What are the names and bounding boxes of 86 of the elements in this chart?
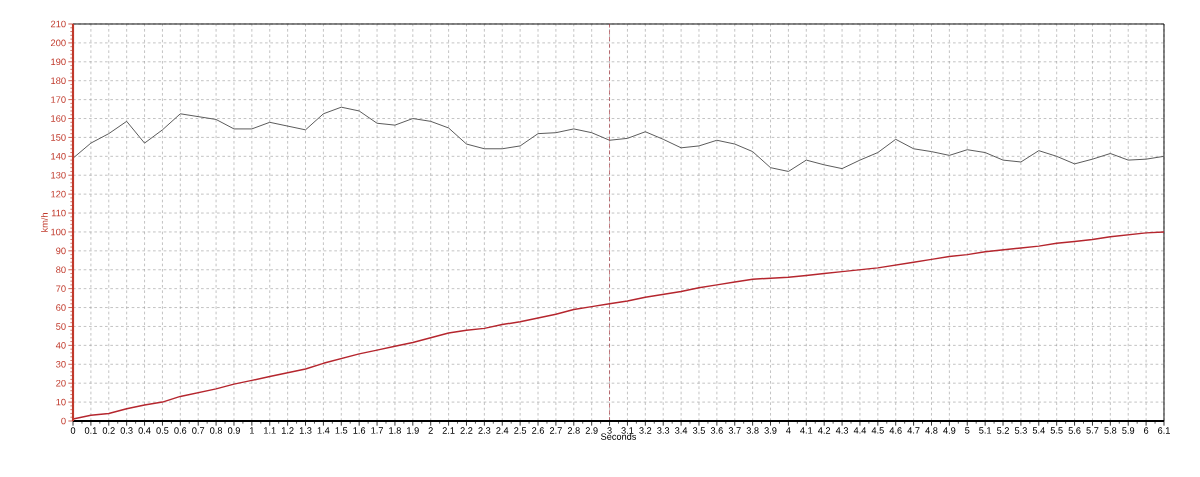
x-tick-label: 1.4: [317, 427, 330, 434]
x-tick-label: 5.1: [979, 427, 992, 434]
x-tick-label: 1.2: [281, 427, 294, 434]
x-tick-label: 5.6: [1068, 427, 1081, 434]
x-tick-label: 5.7: [1086, 427, 1099, 434]
x-tick-label: 0.5: [156, 427, 169, 434]
x-tick-label: 1.7: [371, 427, 383, 434]
y-tick-label: 160: [51, 115, 66, 122]
x-tick-label: 3.1: [621, 427, 634, 434]
x-tick-label: 3.5: [692, 427, 705, 434]
x-tick-label: 1.6: [353, 427, 366, 434]
y-tick-label: 70: [56, 285, 66, 292]
x-tick-label: 3.3: [657, 427, 670, 434]
x-tick-label: 1.8: [389, 427, 401, 434]
x-tick-label: 4.1: [800, 427, 813, 434]
x-tick-label: 0.6: [174, 427, 187, 434]
y-tick-label: 10: [56, 398, 66, 406]
x-tick-label: 0.9: [227, 427, 240, 434]
y-axis-title: km/h: [41, 213, 48, 232]
x-tick-label: 3.4: [675, 427, 688, 434]
y-tick-label: 80: [56, 266, 66, 274]
x-tick-label: 5.5: [1050, 427, 1063, 434]
x-tick-label: 0.7: [192, 427, 205, 434]
x-tick-label: 0: [70, 427, 76, 434]
x-tick-label: 3.8: [746, 427, 759, 434]
x-tick-label: 4.2: [817, 427, 831, 434]
y-tick-label: 170: [51, 96, 66, 103]
y-tick-label: 50: [56, 323, 66, 330]
x-tick-label: 4.8: [925, 427, 938, 434]
x-tick-label: 0.2: [102, 427, 115, 434]
x-tick-label: 1: [250, 427, 254, 434]
x-tick-label: 6: [1144, 427, 1149, 434]
x-tick-label: 5.2: [997, 427, 1009, 434]
y-tick-label: 90: [56, 247, 66, 255]
x-tick-label: 3.9: [764, 427, 777, 434]
x-axis-title: Seconds: [601, 433, 637, 440]
x-tick-label: 3.6: [710, 427, 723, 434]
x-tick-label: 2: [428, 427, 433, 434]
x-tick-label: 2.8: [567, 427, 580, 434]
x-tick-label: 5.9: [1122, 427, 1135, 434]
x-tick-label: 0.1: [84, 427, 97, 434]
x-tick-label: 2.9: [585, 427, 598, 434]
y-tick-label: 130: [51, 171, 66, 179]
x-tick-label: 4.3: [835, 427, 849, 434]
x-tick-label: 4.7: [907, 427, 920, 434]
x-tick-label: 3.2: [639, 427, 652, 434]
x-tick-label: 5.3: [1014, 427, 1027, 434]
x-tick-label: 4: [786, 427, 791, 434]
x-tick-label: 1.3: [299, 427, 312, 434]
x-tick-label: 2.5: [514, 427, 527, 434]
x-tick-label: 4.9: [943, 427, 956, 434]
x-tick-label: 3.7: [728, 427, 741, 434]
x-tick-label: 4.4: [853, 427, 867, 434]
y-tick-label: 190: [51, 58, 66, 66]
y-tick-label: 100: [51, 228, 66, 236]
x-tick-label: 2.7: [549, 427, 562, 434]
y-tick-label: 210: [50, 20, 66, 28]
x-tick-label: 2.3: [478, 427, 491, 434]
x-tick-label: 1.5: [335, 427, 348, 434]
x-tick-label: 3: [607, 427, 612, 434]
x-tick-label: 5.4: [1032, 427, 1045, 434]
x-tick-label: 2.6: [532, 427, 544, 434]
y-tick-label: 20: [56, 379, 66, 387]
x-tick-label: 1.1: [264, 427, 276, 434]
x-tick-label: 0.8: [210, 427, 223, 434]
y-tick-label: 40: [55, 342, 66, 349]
y-tick-label: 120: [51, 190, 66, 198]
y-tick-label: 110: [51, 209, 66, 217]
x-tick-label: 5: [965, 427, 970, 434]
y-tick-label: 150: [51, 134, 66, 141]
x-tick-label: 4.6: [889, 427, 902, 434]
y-tick-label: 200: [50, 39, 66, 47]
y-tick-label: 30: [56, 360, 66, 368]
x-tick-label: 6.1: [1158, 427, 1170, 434]
x-tick-label: 2.1: [442, 427, 455, 434]
x-tick-label: 5.8: [1104, 427, 1117, 434]
x-tick-label: 0.3: [120, 427, 133, 434]
y-tick-label: 180: [51, 77, 66, 84]
x-tick-label: 1.9: [407, 427, 419, 434]
y-tick-label: 60: [56, 304, 66, 311]
x-tick-label: 0.4: [138, 427, 151, 434]
y-tick-label: 140: [51, 153, 66, 160]
x-tick-label: 2.2: [460, 427, 473, 434]
x-tick-label: 2.4: [496, 427, 509, 434]
y-tick-label: 0: [61, 417, 66, 425]
x-tick-label: 4.5: [871, 427, 884, 434]
